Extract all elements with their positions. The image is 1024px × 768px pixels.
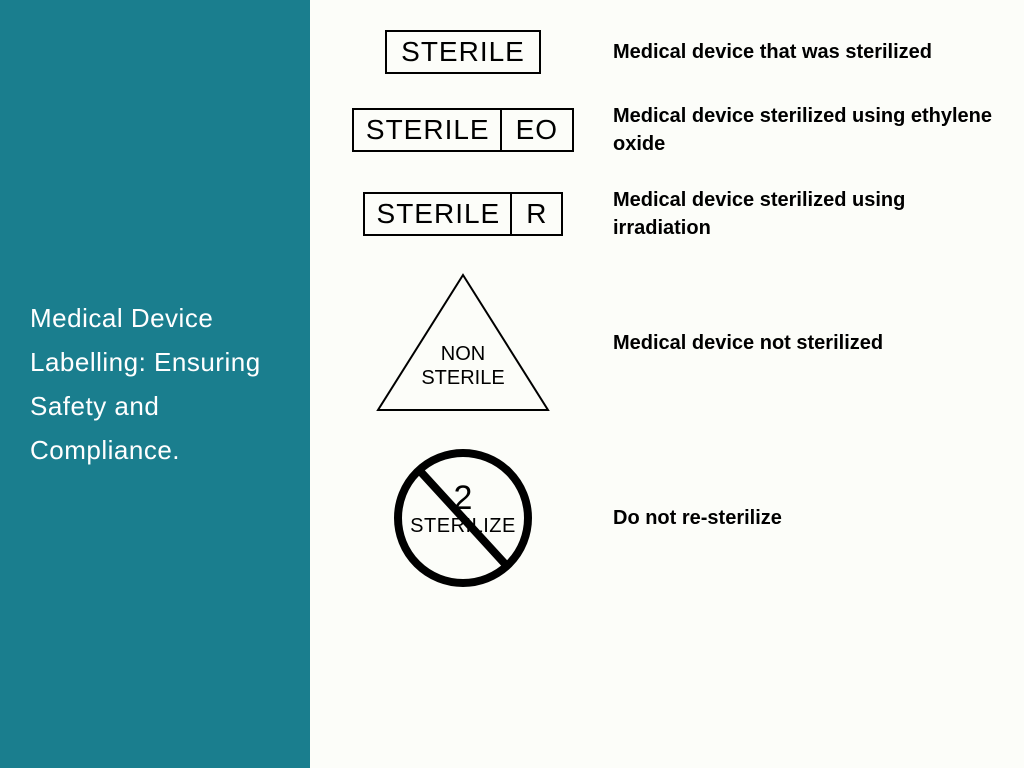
- symbol-no-resterilize: 2 STERILIZE: [348, 443, 578, 593]
- no-resterilize-icon: 2 STERILIZE: [388, 443, 538, 593]
- symbol-non-sterile: NON STERILE: [348, 270, 578, 415]
- sterile-eo-right: EO: [502, 110, 572, 150]
- symbol-row-sterile-eo: STERILE EO Medical device sterilized usi…: [348, 102, 1004, 158]
- symbol-sterile-r: STERILE R: [348, 192, 578, 236]
- sidebar-title: Medical Device Labelling: Ensuring Safet…: [30, 296, 280, 473]
- sterile-r-left: STERILE: [365, 194, 513, 234]
- desc-no-resterilize: Do not re-sterilize: [613, 504, 1004, 532]
- sterile-eo-left: STERILE: [354, 110, 502, 150]
- sidebar: Medical Device Labelling: Ensuring Safet…: [0, 0, 310, 768]
- triangle-icon: NON STERILE: [373, 270, 553, 415]
- desc-non-sterile: Medical device not sterilized: [613, 329, 1004, 357]
- content-area: STERILE Medical device that was steriliz…: [310, 0, 1024, 768]
- triangle-line1: NON: [373, 342, 553, 366]
- desc-sterile-eo: Medical device sterilized using ethylene…: [613, 102, 1004, 158]
- sterile-r-box-icon: STERILE R: [363, 192, 564, 236]
- triangle-text: NON STERILE: [373, 342, 553, 390]
- desc-sterile: Medical device that was sterilized: [613, 38, 1004, 66]
- desc-sterile-r: Medical device sterilized using irradiat…: [613, 186, 1004, 242]
- triangle-line2: STERILE: [373, 366, 553, 390]
- sterile-eo-box-icon: STERILE EO: [352, 108, 574, 152]
- symbol-row-non-sterile: NON STERILE Medical device not sterilize…: [348, 270, 1004, 415]
- symbol-row-no-resterilize: 2 STERILIZE Do not re-sterilize: [348, 443, 1004, 593]
- symbol-row-sterile: STERILE Medical device that was steriliz…: [348, 30, 1004, 74]
- sterile-box-icon: STERILE: [385, 30, 541, 74]
- symbol-sterile-eo: STERILE EO: [348, 108, 578, 152]
- symbol-sterile: STERILE: [348, 30, 578, 74]
- sterile-r-right: R: [512, 194, 561, 234]
- symbol-row-sterile-r: STERILE R Medical device sterilized usin…: [348, 186, 1004, 242]
